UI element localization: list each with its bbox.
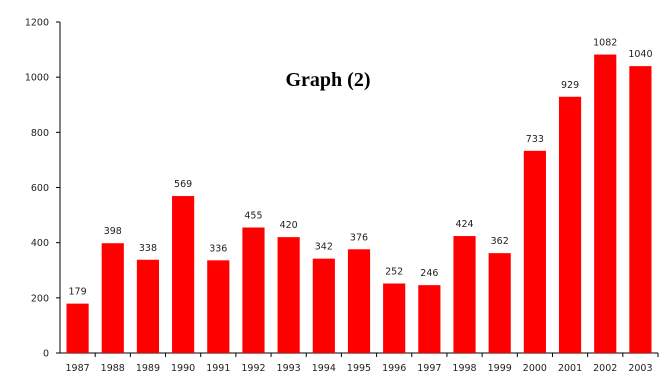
chart-title: Graph (2) — [286, 69, 371, 91]
data-label-1987: 179 — [69, 287, 87, 298]
y-tick-label: 1000 — [25, 73, 49, 84]
x-tick-label-1989: 1989 — [136, 363, 160, 374]
bar-1992 — [242, 227, 265, 353]
y-tick-label: 1200 — [25, 18, 49, 29]
data-label-1998: 424 — [455, 219, 473, 230]
x-tick-label-2002: 2002 — [593, 363, 617, 374]
bar-1989 — [136, 259, 160, 353]
bar-1999 — [488, 253, 511, 353]
data-label-2002: 1082 — [593, 38, 617, 49]
y-tick-label: 200 — [31, 293, 49, 304]
data-label-2003: 1040 — [628, 49, 652, 60]
x-tick-label-2003: 2003 — [628, 363, 652, 374]
data-label-1990: 569 — [174, 179, 192, 190]
x-tick-label-1993: 1993 — [277, 363, 301, 374]
y-tick-label: 600 — [31, 183, 49, 194]
bar-1994 — [312, 258, 335, 353]
bars — [66, 54, 652, 354]
data-label-2001: 929 — [561, 80, 579, 91]
x-axis: 1987 1988 1989 1990 1991 1992 1993 1994 1995 1996… — [60, 352, 659, 374]
bar-2003 — [629, 66, 652, 353]
data-labels: 179 398 338 569 336 455 420 342 376 252 246 424 362 7… — [69, 38, 653, 298]
data-label-1988: 398 — [104, 226, 122, 237]
data-label-1993: 420 — [280, 220, 298, 231]
data-label-2000: 733 — [526, 134, 544, 145]
bar-2002 — [594, 54, 617, 353]
x-tick-label-1998: 1998 — [452, 363, 476, 374]
bar-1990 — [172, 196, 195, 353]
bar-1988 — [101, 243, 124, 353]
x-tick-label-2001: 2001 — [558, 363, 582, 374]
bar-1997 — [418, 285, 441, 353]
data-label-1995: 376 — [350, 232, 368, 243]
x-tick-label-1997: 1997 — [417, 363, 441, 374]
x-tick-label-1988: 1988 — [101, 363, 125, 374]
bar-1991 — [207, 260, 230, 353]
data-label-1989: 338 — [139, 243, 157, 254]
bar-1996 — [383, 283, 406, 353]
y-tick-label: 800 — [31, 128, 49, 139]
x-tick-label-1991: 1991 — [206, 363, 230, 374]
data-label-1992: 455 — [244, 210, 262, 221]
bar-2000 — [523, 150, 546, 353]
bar-1995 — [347, 249, 371, 353]
x-tick-label-1995: 1995 — [347, 363, 371, 374]
data-label-1991: 336 — [209, 243, 227, 254]
y-tick-label: 0 — [43, 349, 49, 360]
x-tick-label-1999: 1999 — [488, 363, 512, 374]
bar-2001 — [558, 96, 582, 354]
data-label-1997: 246 — [420, 268, 438, 279]
data-label-1999: 362 — [491, 236, 509, 247]
x-tick-label-2000: 2000 — [523, 363, 547, 374]
x-tick-label-1996: 1996 — [382, 363, 406, 374]
y-axis: 0 200 400 600 800 1000 1200 — [25, 18, 61, 360]
bar-1998 — [453, 236, 476, 353]
x-tick-label-1992: 1992 — [241, 363, 265, 374]
data-label-1994: 342 — [315, 242, 333, 253]
bar-1993 — [277, 237, 300, 353]
data-label-1996: 252 — [385, 266, 403, 277]
bar-1987 — [66, 303, 89, 353]
y-tick-label: 400 — [31, 238, 49, 249]
x-tick-label-1990: 1990 — [171, 363, 195, 374]
x-tick-label-1987: 1987 — [65, 363, 89, 374]
x-tick-label-1994: 1994 — [312, 363, 336, 374]
